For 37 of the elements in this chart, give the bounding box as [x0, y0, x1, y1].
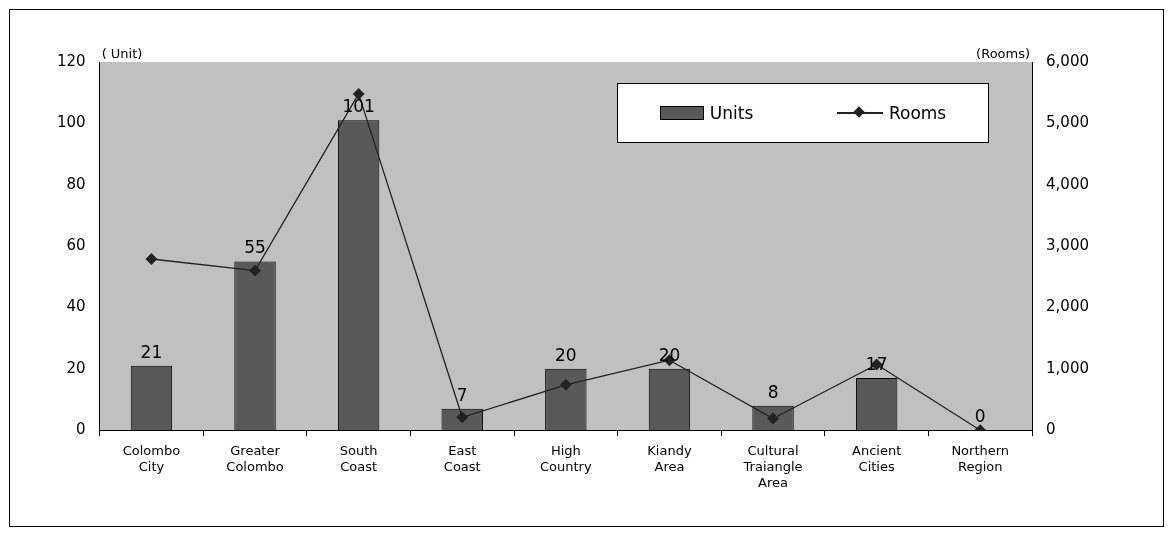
y2-tick-label: 3,000: [1046, 235, 1090, 254]
data-label: 21: [140, 341, 163, 362]
data-label: 20: [658, 344, 681, 365]
y2-tick-label: 0: [1046, 420, 1056, 439]
y-axis-title: ( Unit): [101, 45, 143, 61]
y-tick-label: 0: [76, 420, 86, 439]
x-tick-label: East Coast: [443, 443, 481, 474]
y-tick-label: 120: [56, 51, 86, 70]
x-tick-label: Ancient Cities: [852, 443, 902, 474]
data-label: 20: [555, 344, 577, 365]
y2-axis-title: (Rooms): [976, 45, 1031, 61]
y-tick-label: 20: [66, 358, 86, 377]
y-tick-label: 60: [66, 235, 86, 254]
x-tick-label: Kiandy Area: [647, 443, 692, 474]
x-tick-label: Colombo City: [122, 443, 181, 474]
data-label: 8: [767, 381, 779, 402]
legend-label: Units: [709, 103, 754, 123]
y2-tick-label: 1,000: [1046, 358, 1090, 377]
y2-tick-label: 5,000: [1046, 113, 1090, 132]
data-label: 7: [456, 384, 468, 405]
x-tick-label: Cultural Traiangle Area: [742, 443, 803, 490]
y2-tick-label: 4,000: [1046, 174, 1090, 193]
x-tick-label: South Coast: [339, 443, 378, 474]
y2-tick-label: 6,000: [1046, 51, 1090, 70]
x-tick-label: Northern Region: [951, 443, 1010, 474]
x-tick-label: Greater Colombo: [226, 443, 284, 474]
legend-label: Rooms: [888, 103, 947, 123]
point: [560, 379, 572, 391]
point: [145, 253, 158, 265]
x-tick-label: High Country: [540, 443, 592, 474]
y2-tick-label: 2,000: [1046, 297, 1090, 316]
y-tick-label: 100: [56, 113, 86, 132]
data-label: 0: [974, 406, 986, 427]
data-label: 55: [244, 237, 266, 258]
point: [249, 265, 261, 277]
y-tick-label: 40: [66, 297, 86, 316]
y-tick-label: 80: [66, 174, 86, 193]
